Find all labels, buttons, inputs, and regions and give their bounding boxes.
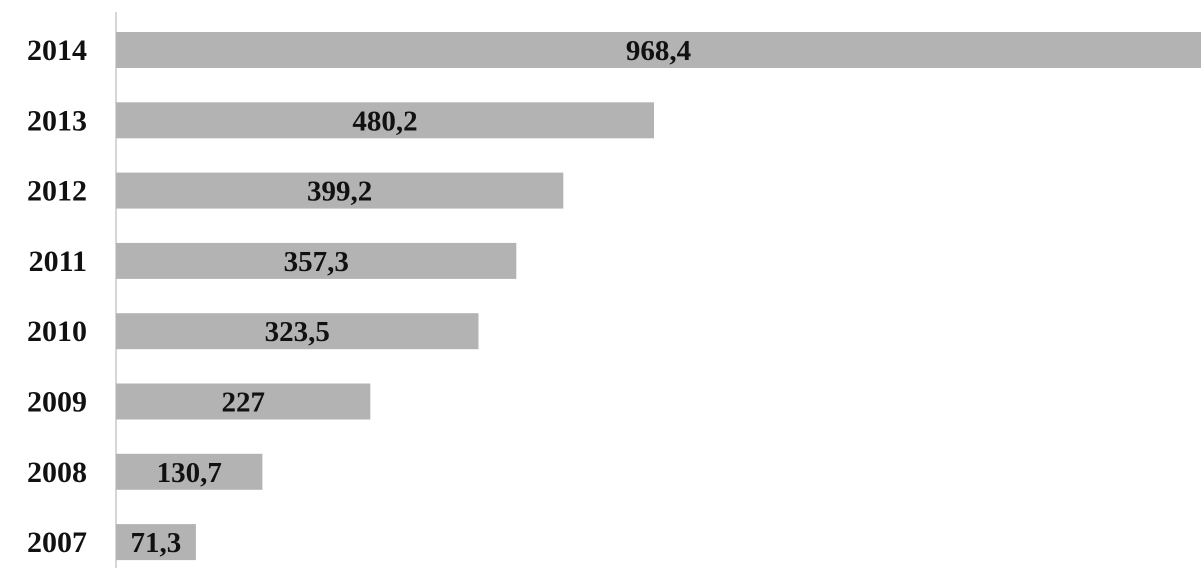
value-label-2008: 130,7	[157, 457, 222, 489]
value-label-2014: 968,4	[626, 35, 691, 67]
category-label-2007: 2007	[27, 526, 87, 559]
bar-2014	[116, 32, 1201, 68]
value-label-2011: 357,3	[284, 246, 349, 278]
category-label-2011: 2011	[29, 245, 87, 278]
value-labels: 968,4 480,2 399,2 357,3 323,5 227 130,7 71,3	[131, 35, 692, 559]
value-label-2009: 227	[221, 387, 265, 419]
category-label-2008: 2008	[27, 456, 87, 489]
bar-2011	[116, 242, 517, 279]
value-label-2010: 323,5	[265, 316, 330, 348]
bar-2007	[116, 524, 196, 561]
bars-group	[116, 32, 1201, 561]
value-label-2012: 399,2	[307, 176, 372, 208]
category-label-2010: 2010	[27, 315, 87, 348]
category-labels: 2014 2013 2012 2011 2010 2009 2008 2007	[27, 34, 87, 559]
value-label-2013: 480,2	[352, 105, 417, 137]
value-label-2007: 71,3	[131, 527, 182, 559]
category-label-2012: 2012	[27, 175, 87, 208]
category-label-2014: 2014	[27, 34, 87, 67]
bar-2009	[116, 383, 371, 420]
category-label-2013: 2013	[27, 104, 87, 137]
bar-2010	[116, 313, 479, 350]
bar-2012	[116, 172, 564, 209]
bar-2008	[116, 453, 263, 490]
category-label-2009: 2009	[27, 386, 87, 419]
bar-2013	[116, 102, 654, 139]
